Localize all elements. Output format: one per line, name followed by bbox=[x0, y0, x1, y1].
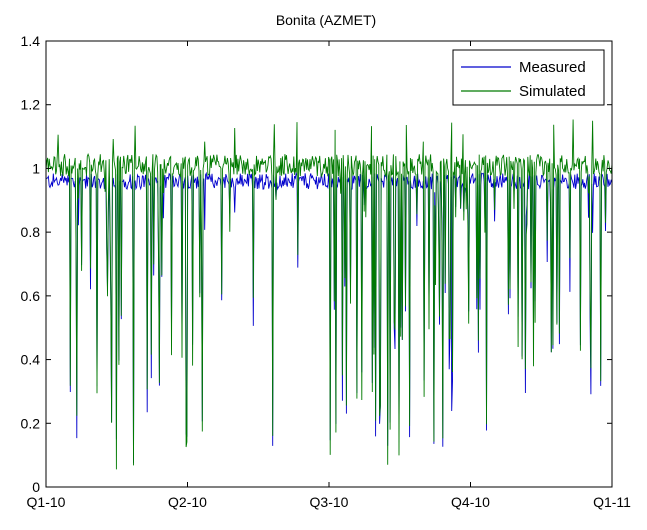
x-tick-label: Q1-10 bbox=[27, 494, 66, 510]
plot-area: 0 0.2 0.4 0.6 0.8 1 1.2 1.4 Q1-10 Q2-10 Q3-10 Q4-1… bbox=[21, 33, 632, 510]
series-line-simulated bbox=[45, 119, 613, 470]
y-tick-label: 0.8 bbox=[21, 224, 41, 240]
plot-border bbox=[45, 40, 613, 488]
x-tick-label: Q1-11 bbox=[593, 494, 631, 510]
legend: Measured Simulated bbox=[452, 49, 605, 106]
y-axis: 0 0.2 0.4 0.6 0.8 1 1.2 1.4 bbox=[21, 33, 612, 495]
y-tick-label: 1.4 bbox=[21, 33, 41, 49]
chart-title: Bonita (AZMET) bbox=[276, 12, 376, 28]
y-tick-label: 1.2 bbox=[21, 97, 41, 113]
y-tick-label: 0.4 bbox=[21, 352, 41, 368]
series-layer bbox=[45, 119, 613, 470]
y-tick-label: 0.6 bbox=[21, 288, 41, 304]
x-tick-label: Q4-10 bbox=[451, 494, 490, 510]
plot-frame bbox=[45, 40, 613, 488]
x-axis: Q1-10 Q2-10 Q3-10 Q4-10 Q1-11 bbox=[27, 41, 631, 510]
y-tick-label: 0 bbox=[32, 479, 40, 495]
y-tick-label: 1 bbox=[32, 160, 40, 176]
x-tick-label: Q3-10 bbox=[310, 494, 349, 510]
legend-label-measured: Measured bbox=[519, 59, 586, 76]
legend-box bbox=[452, 49, 605, 106]
legend-label-simulated: Simulated bbox=[519, 83, 586, 100]
x-tick-label: Q2-10 bbox=[168, 494, 207, 510]
y-tick-label: 0.2 bbox=[21, 415, 41, 431]
